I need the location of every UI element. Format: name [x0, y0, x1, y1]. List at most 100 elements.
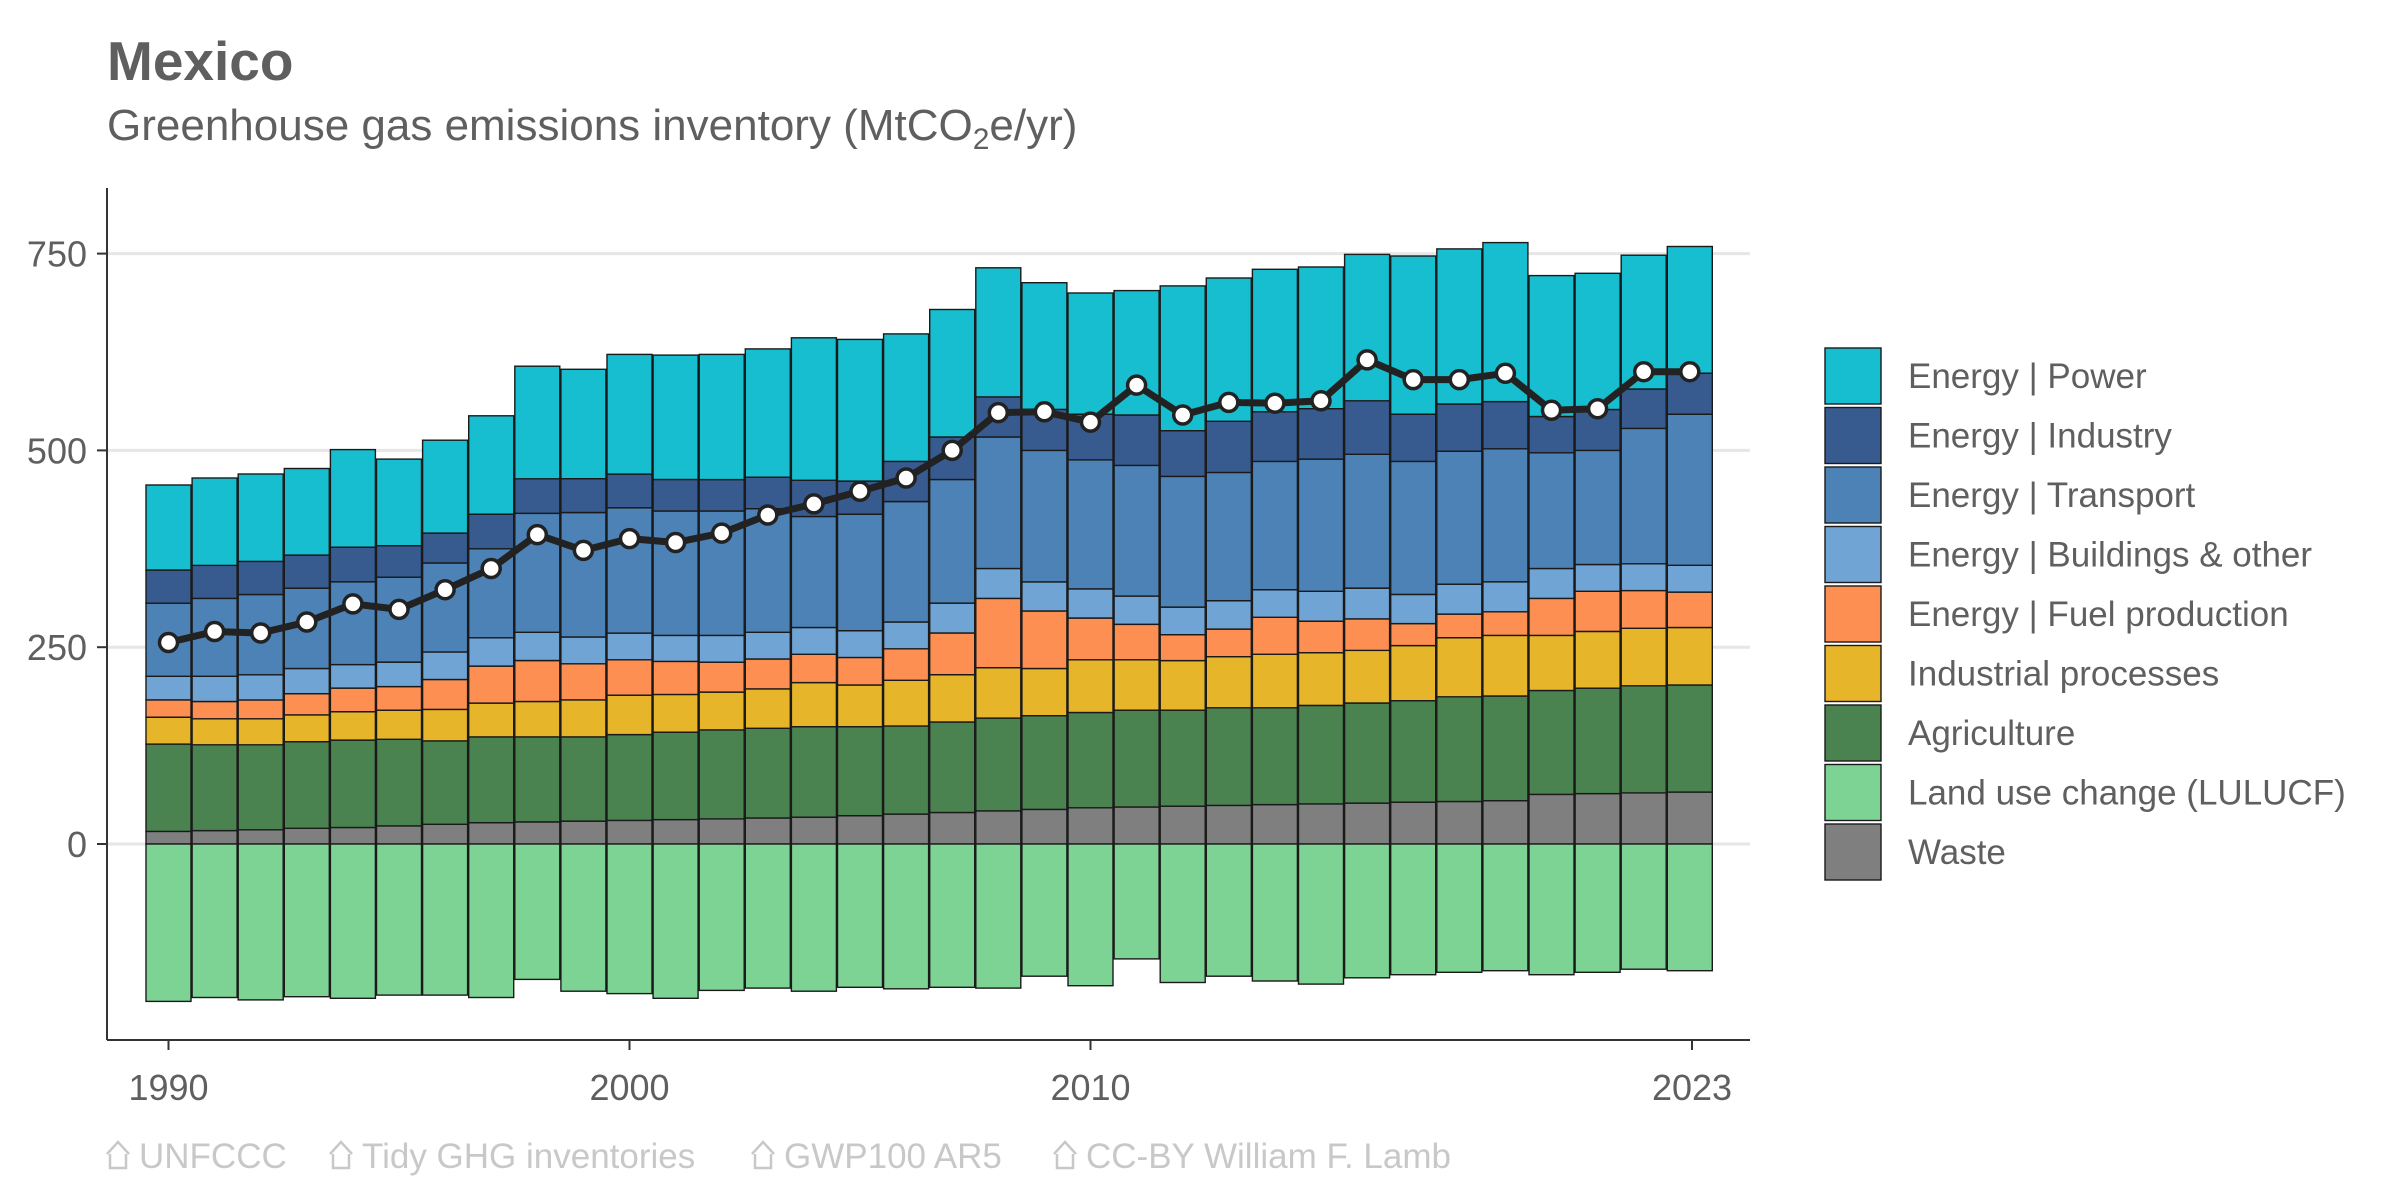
bar-segment [652, 818, 699, 845]
bar-segment [606, 733, 653, 822]
bar-segment [652, 731, 699, 821]
legend-label: Industrial processes [1908, 655, 2219, 694]
bar-segment [468, 415, 515, 515]
bar-segment [1482, 611, 1529, 637]
bar-segment [1574, 630, 1621, 689]
bar-segment [375, 843, 423, 996]
footer-item: UNFCCC [106, 1137, 287, 1176]
bar-segment [237, 473, 284, 563]
bar-segment [237, 843, 284, 1001]
bar-segment [375, 685, 423, 711]
bar-segment [560, 478, 607, 514]
bar-segment [145, 843, 192, 1003]
bar-segment [191, 829, 238, 845]
bar-segment [145, 830, 192, 845]
bar-segment [1251, 653, 1299, 709]
bar-segment [1389, 644, 1437, 702]
bar-segment [1482, 634, 1529, 697]
bar-segment [744, 727, 791, 819]
bar-segment [329, 826, 377, 845]
bar-segment [929, 632, 976, 676]
bar-segment [560, 820, 607, 845]
bar-segment [1574, 792, 1621, 845]
net-point [1448, 368, 1471, 391]
bar-segment [1343, 400, 1391, 455]
bar-segment [1574, 272, 1621, 411]
bar-segment [1205, 628, 1253, 658]
legend-label: Energy | Power [1908, 357, 2147, 396]
bar-segment [1113, 595, 1160, 625]
legend-label: Energy | Fuel production [1908, 595, 2289, 634]
bar-segment [606, 819, 653, 845]
bar-segment [514, 736, 561, 823]
bar-segment [237, 829, 284, 845]
bar-segment [975, 717, 1022, 812]
bar-segment [1251, 616, 1299, 655]
net-point [1033, 401, 1056, 423]
legend-swatch [1824, 704, 1882, 762]
bar-segment [375, 545, 423, 578]
bar-segment [1113, 464, 1160, 597]
bar-segment [468, 637, 515, 667]
bar-segment [929, 843, 976, 989]
bar-segment [1528, 452, 1575, 570]
net-point [526, 523, 549, 546]
footer-label: GWP100 AR5 [784, 1137, 1002, 1176]
x-tick-label: 1990 [128, 1067, 208, 1108]
bar-segment [560, 843, 607, 992]
y-tick-label: 0 [67, 824, 87, 865]
y-tick-label: 500 [27, 430, 87, 471]
bar-segment [606, 843, 653, 995]
legend-swatch [1824, 347, 1882, 405]
bar-segment [468, 843, 515, 999]
bar-segment [1620, 427, 1667, 565]
bar-segment [421, 843, 469, 996]
net-point [296, 611, 318, 633]
bar-segment [421, 740, 469, 826]
bar-segment [1436, 696, 1483, 803]
chart-title: Mexico [107, 30, 293, 92]
net-point [1402, 368, 1424, 391]
bar-segment [882, 843, 930, 990]
bar-segment [375, 661, 423, 688]
bar-segment [1666, 564, 1714, 593]
bar-segment [283, 692, 330, 716]
bar-segment [836, 684, 884, 728]
bar-segment [882, 621, 930, 650]
bar-segment [1067, 292, 1114, 415]
net-point [249, 622, 272, 644]
bar-segment [1297, 458, 1345, 593]
bar-segment [606, 659, 653, 696]
bar-segment [652, 354, 699, 481]
net-point [618, 527, 641, 550]
bar-segment [1251, 707, 1299, 806]
bar-segment [1343, 618, 1391, 652]
bar-segment [1666, 684, 1714, 793]
legend-swatch [1824, 525, 1882, 584]
bar-segment [652, 660, 699, 696]
bar-segment [1389, 413, 1437, 463]
bar-segment [1113, 806, 1160, 845]
net-point [1125, 374, 1148, 396]
y-tick-label: 250 [27, 627, 87, 668]
bar-segment [929, 721, 976, 814]
bar-segment [560, 699, 607, 738]
bar-segment [191, 477, 238, 567]
bar-segment [1343, 802, 1391, 845]
legend: Energy | Power Energy | Industry Energy | … [1824, 347, 2346, 881]
bar-segment [1113, 843, 1160, 960]
bar-segment [1574, 843, 1621, 974]
bar-segment [1205, 843, 1253, 977]
bar-segment [1297, 843, 1345, 985]
bar-segment [698, 691, 745, 731]
bar-segment [375, 458, 423, 547]
bar-segment [1251, 843, 1299, 982]
bar-segment [1205, 707, 1253, 807]
bar-segment [1343, 253, 1391, 402]
bar-segment [1666, 413, 1714, 567]
net-point [987, 401, 1010, 424]
bar-segment [1620, 388, 1667, 430]
bar-segment [421, 439, 469, 534]
bar-segment [145, 675, 192, 701]
